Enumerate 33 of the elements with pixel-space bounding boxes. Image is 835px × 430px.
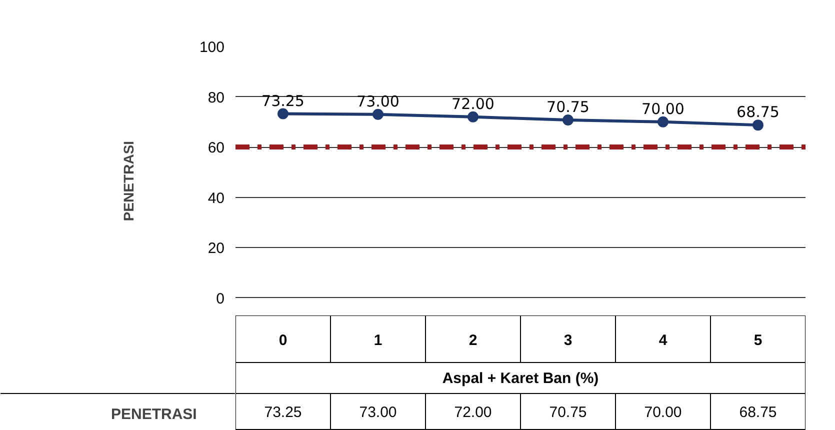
- text: 68.75: [736, 103, 780, 122]
- data-label: 73.25: [264, 404, 302, 421]
- point: [278, 108, 288, 120]
- data-label: 68.75: [739, 404, 777, 421]
- x-axis-title: Aspal + Karet Ban (%): [442, 370, 599, 387]
- text: 70.00: [642, 100, 684, 118]
- point: [752, 120, 764, 131]
- x-tick-label: 4: [658, 332, 668, 349]
- data-label: 70.00: [644, 404, 682, 421]
- text: 72.00: [452, 94, 494, 113]
- y-tick-label: 60: [208, 140, 225, 157]
- y-tick-label: 100: [199, 39, 225, 56]
- y-axis-title: PENETRASI: [120, 140, 136, 222]
- point: [372, 108, 384, 120]
- x-tick-label: 1: [374, 332, 382, 349]
- data-label: 73.00: [359, 404, 397, 421]
- y-tick-label: 80: [208, 89, 225, 106]
- y-tick-label: 40: [208, 190, 225, 207]
- point: [468, 111, 478, 122]
- data-label: 70.75: [549, 404, 587, 421]
- text: 73.00: [356, 92, 400, 110]
- y-tick-label: 20: [208, 240, 225, 258]
- data-label: 72.00: [454, 404, 492, 421]
- y-tick-label: 0: [216, 290, 224, 308]
- x-tick-label: 2: [468, 332, 478, 349]
- text: 73.25: [262, 92, 304, 110]
- x-tick-label: 0: [278, 332, 288, 349]
- point: [658, 116, 668, 128]
- x-tick-label: 5: [754, 332, 762, 349]
- x-tick-label: 3: [564, 332, 572, 349]
- text: PENETRASI: [111, 406, 197, 422]
- text: 70.75: [546, 98, 590, 116]
- point: [562, 114, 574, 126]
